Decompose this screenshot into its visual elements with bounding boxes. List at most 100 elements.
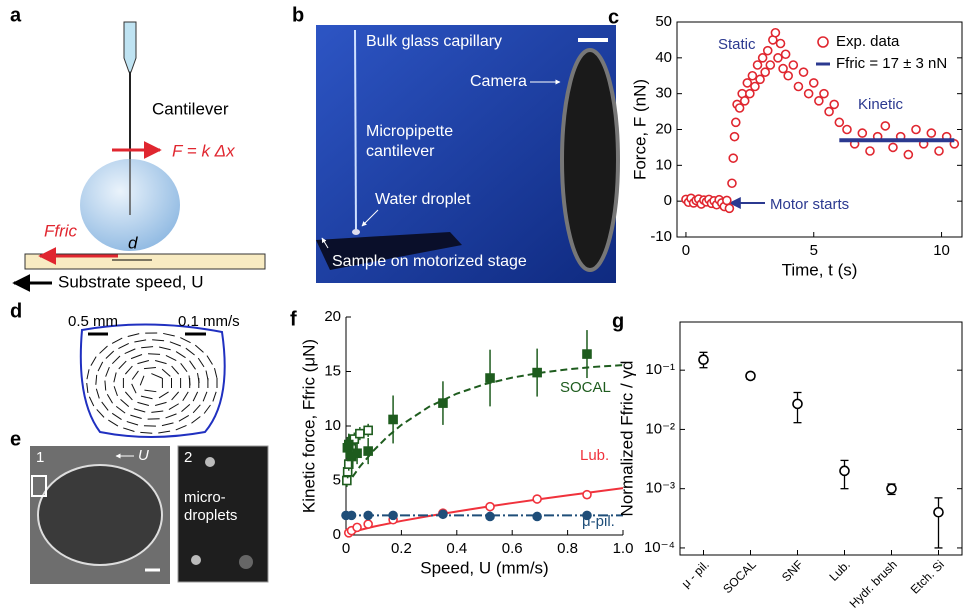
flow-vector	[124, 348, 136, 355]
fit-line	[345, 364, 624, 487]
flow-vector	[194, 344, 204, 353]
circle-marker	[770, 27, 781, 38]
flow-vector	[165, 413, 177, 419]
circle-marker	[857, 128, 868, 138]
circle-marker	[745, 88, 755, 99]
droplets-label: droplets	[184, 507, 237, 524]
camera-label: Camera	[470, 73, 527, 90]
flow-vector	[124, 365, 133, 375]
flow-vector	[130, 414, 142, 420]
circle-marker	[747, 70, 758, 81]
flow-vector	[182, 391, 189, 402]
y-tick-label: 20	[324, 308, 341, 325]
circle-marker	[755, 74, 765, 85]
circle-marker	[824, 106, 834, 117]
flow-vector	[140, 395, 153, 400]
x-tick-label: 0.6	[502, 540, 523, 557]
flow-vector	[115, 406, 126, 414]
circle-marker	[734, 103, 745, 113]
flow-vector	[140, 431, 153, 434]
flow-vector	[205, 370, 209, 381]
point-marker	[839, 465, 850, 477]
flow-vector	[212, 391, 217, 402]
y-tick-label: 10⁻¹	[645, 361, 675, 378]
capillary	[354, 29, 357, 233]
sample-arrow	[321, 237, 329, 249]
circle-marker	[788, 60, 799, 70]
x-tick-label: 1.0	[613, 540, 634, 557]
x-tick-label: 5	[810, 242, 818, 259]
y-axis-label: Normalized Ffric / γd	[617, 361, 636, 517]
circle-marker	[934, 146, 944, 156]
circle-marker	[808, 78, 819, 88]
flow-vector	[155, 401, 167, 406]
flow-vector	[165, 355, 177, 361]
x-tick-label: SNF	[779, 557, 806, 584]
point-marker	[933, 506, 944, 518]
flow-vector	[96, 409, 105, 418]
flow-vector	[130, 354, 143, 360]
square-marker	[349, 434, 360, 444]
flow-vector	[189, 360, 196, 370]
legend-label: Ffric = 17 ± 3 nN	[836, 55, 947, 72]
circle-marker	[762, 45, 773, 56]
circle-marker	[880, 121, 891, 131]
circle-marker	[834, 117, 845, 128]
x-tick-label: 0.8	[557, 540, 578, 557]
flow-vector	[139, 375, 145, 386]
droplet-outline	[79, 323, 226, 438]
circle-marker	[742, 78, 753, 88]
y-tick-label: 0	[664, 192, 672, 209]
panel-letter: d	[10, 300, 22, 322]
flow-vector	[88, 396, 95, 407]
y-tick-label: 10⁻⁴	[644, 539, 675, 556]
circle-marker	[757, 53, 768, 63]
flow-vector	[161, 368, 171, 377]
circle-marker	[388, 510, 398, 521]
speed-label: Substrate speed, U	[58, 272, 204, 291]
flow-vector	[144, 389, 157, 393]
x-tick-label: 10	[933, 242, 950, 259]
microdroplet	[239, 555, 253, 569]
flow-vector	[188, 375, 191, 386]
panel-letter: c	[608, 6, 619, 28]
square-marker	[342, 466, 353, 477]
flow-vector	[151, 410, 164, 413]
flow-vector	[159, 346, 171, 351]
circle-marker	[865, 146, 875, 156]
circle-marker	[729, 131, 740, 142]
flow-vector	[168, 403, 179, 410]
flow-vector	[118, 360, 127, 370]
square-marker	[485, 373, 495, 383]
flow-vector	[175, 351, 186, 359]
flow-vector	[90, 356, 97, 366]
circle-marker	[773, 53, 783, 63]
flow-vector	[197, 372, 200, 384]
y-tick-label: 20	[655, 120, 672, 137]
y-tick-label: 40	[655, 49, 672, 66]
flow-vector	[131, 383, 137, 394]
circle-marker	[752, 60, 763, 70]
sample-label: Sample on motorized stage	[332, 253, 527, 270]
flow-vector	[185, 347, 195, 356]
flow-vector	[155, 360, 167, 365]
flow-vector	[113, 372, 117, 383]
flow-vector	[134, 339, 147, 343]
flow-vector	[131, 370, 139, 380]
y-tick-label: 15	[324, 362, 341, 379]
panel-b: Bulk glass capillary Camera Micropipette…	[316, 25, 620, 283]
circle-marker	[842, 124, 852, 135]
force-label: F = k Δx	[172, 141, 235, 160]
series-label: SOCAL	[560, 379, 611, 396]
circle-marker	[485, 501, 495, 512]
y-tick-label: 0	[333, 526, 341, 543]
flow-vector	[171, 391, 180, 401]
point-marker	[792, 398, 803, 410]
flow-vector	[175, 424, 187, 431]
substrate	[24, 253, 266, 270]
flow-vector	[192, 404, 201, 414]
square-marker	[342, 475, 352, 486]
flow-vector	[124, 391, 133, 401]
circle-marker	[819, 88, 829, 99]
square-marker	[388, 414, 398, 425]
